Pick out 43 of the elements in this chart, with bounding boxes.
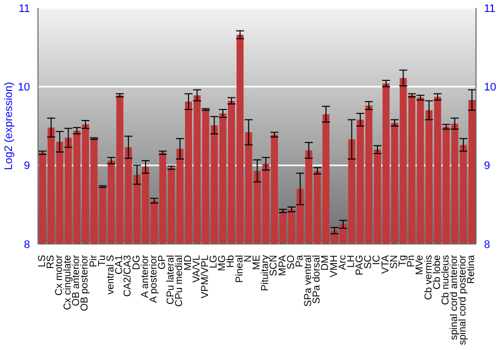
x-tick-label: A anterior	[140, 254, 151, 298]
x-tick-label: CPu medial	[174, 255, 186, 307]
y-tick-label: 10	[18, 82, 30, 94]
x-tick-label: VMH	[328, 255, 340, 278]
x-tick-label: Retina	[466, 254, 478, 284]
x-tick-label: OB posterior	[80, 254, 91, 312]
x-tick-label: Cb lobe	[432, 254, 443, 290]
x-tick-label: Arc	[337, 255, 348, 270]
x-tick-label: DM	[320, 255, 332, 271]
x-tick-label: Pineal	[234, 255, 246, 283]
x-tick-label: A posterior	[148, 254, 160, 303]
x-tick-label: Tg	[398, 255, 408, 267]
x-tick-label: ventral S	[106, 254, 116, 294]
x-tick-label: Cb nucleus	[440, 255, 452, 306]
x-tick-label: RS	[45, 254, 56, 269]
x-tick-label: MVe	[414, 254, 426, 276]
x-tick-label: VPM/VPL	[200, 254, 211, 298]
x-tick-label: spinal cord posterior	[458, 254, 469, 346]
y2-tick-label: 9	[484, 160, 490, 172]
x-tick-label: SCN	[268, 255, 280, 276]
x-tick-label: VTA	[380, 254, 392, 274]
y2-tick-label: 10	[484, 82, 496, 94]
x-tick-label: Pituitary	[260, 255, 272, 292]
x-tick-label: Hb	[226, 254, 237, 268]
x-tick-label: Tu	[96, 255, 108, 266]
y-axis-title: Log2 (expression)	[2, 82, 15, 170]
x-tick-label: CA2/CA3	[122, 254, 134, 297]
y-tick-label: 9	[24, 160, 30, 172]
x-tick-label: DG	[131, 254, 142, 270]
x-tick-label: IC	[372, 255, 383, 265]
x-tick-label: N	[242, 255, 254, 262]
y2-tick-label: 8	[484, 238, 490, 251]
y-tick-label: 8	[24, 238, 30, 251]
y-tick-label: 11	[18, 2, 30, 15]
x-tick-label: Pir	[88, 254, 100, 268]
x-tick-label: MPA	[277, 254, 288, 276]
x-tick-label: SN	[388, 255, 400, 269]
x-tick-label: SO	[286, 254, 297, 270]
x-tick-label: Pa	[294, 254, 306, 268]
x-tick-label: LS	[36, 254, 48, 268]
x-tick-label: ME	[252, 254, 262, 270]
y2-tick-label: 11	[484, 2, 496, 15]
x-tick-label: LH	[346, 255, 357, 268]
